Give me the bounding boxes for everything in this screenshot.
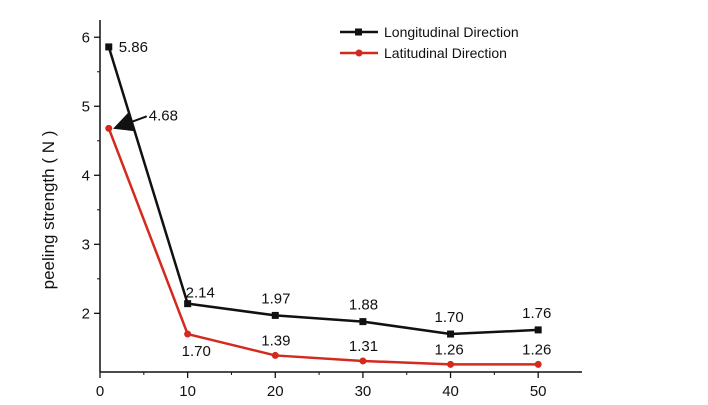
- data-point-longitudinal: [184, 300, 192, 308]
- data-point-latitudinal: [447, 360, 455, 368]
- data-point-longitudinal: [105, 43, 113, 51]
- annotation-arrow: [113, 112, 148, 132]
- axes: 2 3 4 5 6 0 10 20 30 40 50: [82, 20, 582, 400]
- data-label-longitudinal: 1.97: [261, 290, 290, 307]
- legend-marker-2: [355, 49, 363, 57]
- data-label-latitudinal: 1.31: [349, 338, 378, 355]
- data-label-longitudinal: 1.88: [349, 297, 378, 314]
- x-tick-label-0: 0: [96, 383, 104, 400]
- data-point-longitudinal: [271, 311, 279, 319]
- data-label-longitudinal: 5.86: [119, 39, 148, 56]
- series-line-1: [107, 46, 539, 336]
- x-tick-label-30: 30: [355, 383, 372, 400]
- x-tick-label-40: 40: [442, 383, 459, 400]
- data-point-latitudinal: [359, 357, 367, 365]
- series-layer: [105, 43, 542, 368]
- data-label-latitudinal: 1.26: [522, 341, 551, 358]
- y-tick-label-3: 3: [82, 236, 90, 253]
- data-point-latitudinal: [534, 360, 542, 368]
- data-label-latitudinal: 1.70: [182, 343, 211, 360]
- data-label-latitudinal: 1.39: [261, 332, 290, 349]
- data-label-longitudinal: 1.70: [435, 309, 464, 326]
- data-point-longitudinal: [447, 330, 455, 338]
- y-axis-title: peeling strength ( N ): [39, 131, 58, 290]
- legend-marker-1: [355, 28, 362, 36]
- x-tick-label-20: 20: [267, 383, 284, 400]
- legend-label-2: Latitudinal Direction: [384, 45, 507, 61]
- data-point-latitudinal: [105, 124, 113, 132]
- y-tick-label-5: 5: [82, 98, 90, 115]
- y-tick-label-4: 4: [82, 167, 90, 184]
- data-point-longitudinal: [359, 318, 367, 326]
- data-label-longitudinal: 2.14: [186, 285, 215, 302]
- x-tick-label-50: 50: [530, 383, 547, 400]
- data-label-longitudinal: 1.76: [522, 305, 551, 322]
- x-tick-label-10: 10: [179, 383, 196, 400]
- data-point-latitudinal: [271, 351, 279, 359]
- data-label-latitudinal: 4.68: [149, 107, 178, 124]
- series-line-2: [107, 127, 539, 366]
- legend: Longitudinal Direction Latitudinal Direct…: [340, 24, 519, 61]
- data-point-longitudinal: [534, 326, 542, 334]
- data-labels: 5.86 2.14 1.97 1.88 1.70 1.76 4.68 1.70 1.39 1.31…: [113, 39, 551, 360]
- legend-label-1: Longitudinal Direction: [384, 24, 519, 40]
- data-label-latitudinal: 1.26: [435, 341, 464, 358]
- y-tick-label-2: 2: [82, 305, 90, 322]
- y-tick-label-6: 6: [82, 29, 90, 46]
- data-point-latitudinal: [184, 330, 192, 338]
